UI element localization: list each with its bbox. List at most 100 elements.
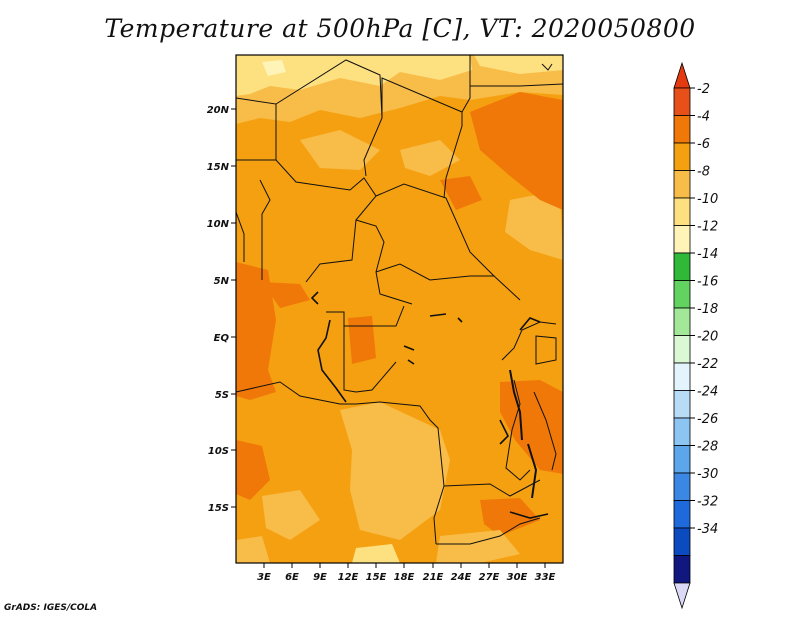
colorbar-label: -8 bbox=[697, 165, 710, 180]
lon-label: 21E bbox=[423, 572, 444, 583]
colorbar-segment bbox=[673, 252, 691, 281]
lake-tanganyika bbox=[509, 369, 523, 441]
border-line bbox=[381, 77, 463, 199]
lat-label: 10N bbox=[207, 219, 230, 230]
colorbar-segment bbox=[673, 307, 691, 336]
lake-outline bbox=[499, 419, 509, 445]
field-region bbox=[436, 530, 520, 563]
colorbar-segment bbox=[673, 197, 691, 226]
colorbar: -2 -4 -6 -8 -10 -12 -14 -16 -18 -20 -22 -24 -26 -28 -3… bbox=[673, 61, 718, 610]
field-region bbox=[470, 92, 563, 210]
colorbar-label: -16 bbox=[697, 275, 718, 290]
lat-label: 15S bbox=[208, 503, 229, 514]
lon-label: 15E bbox=[366, 572, 387, 583]
lat-label: 5N bbox=[214, 276, 230, 287]
lon-label: 18E bbox=[394, 572, 415, 583]
colorbar-label: -34 bbox=[697, 522, 718, 537]
coastline bbox=[310, 291, 319, 305]
colorbar-label: -30 bbox=[697, 467, 718, 482]
lat-label: EQ bbox=[214, 333, 230, 344]
lon-label: 9E bbox=[313, 572, 327, 583]
lake-outline bbox=[535, 335, 557, 365]
lon-label: 33E bbox=[535, 572, 556, 583]
colorbar-label: -22 bbox=[697, 357, 718, 372]
lat-axis: 20N 15N 10N 5N EQ 5S 10S 15S bbox=[207, 105, 236, 514]
colorbar-segment bbox=[673, 417, 691, 446]
colorbar-label: -26 bbox=[697, 412, 718, 427]
lat-label: 10S bbox=[208, 446, 229, 457]
map-frame bbox=[235, 54, 564, 564]
field-region bbox=[440, 176, 482, 210]
river-outline bbox=[403, 345, 415, 365]
lon-label: 27E bbox=[479, 572, 500, 583]
colorbar-segment bbox=[673, 362, 691, 391]
border-line bbox=[355, 219, 413, 305]
river-outline bbox=[429, 313, 463, 323]
colorbar-top-arrow bbox=[673, 61, 691, 89]
colorbar-segment bbox=[673, 555, 691, 584]
border-line bbox=[501, 321, 557, 361]
border-line bbox=[236, 381, 356, 405]
colorbar-segment bbox=[673, 170, 691, 199]
colorbar-label: -32 bbox=[697, 495, 718, 510]
colorbar-label: -12 bbox=[697, 220, 718, 235]
lon-label: 30E bbox=[507, 572, 528, 583]
border-line bbox=[236, 159, 377, 283]
coastline bbox=[541, 63, 553, 71]
colorbar-segment bbox=[673, 335, 691, 364]
lake-malawi bbox=[527, 443, 538, 499]
credit-text: GrADS: IGES/COLA bbox=[4, 603, 98, 613]
field-region bbox=[352, 544, 400, 563]
colorbar-label: -14 bbox=[697, 247, 718, 262]
border-line bbox=[443, 479, 541, 497]
field-region bbox=[474, 55, 563, 74]
border-line bbox=[375, 263, 521, 301]
field-region bbox=[505, 190, 563, 260]
field-region bbox=[236, 440, 270, 500]
field-region bbox=[236, 536, 270, 563]
lon-label: 3E bbox=[257, 572, 271, 583]
field-region bbox=[300, 130, 380, 170]
lon-label: 6E bbox=[285, 572, 299, 583]
colorbar-segment bbox=[673, 280, 691, 309]
field-region bbox=[262, 490, 320, 540]
colorbar-segment bbox=[673, 225, 691, 254]
colorbar-segment bbox=[673, 142, 691, 171]
coastlines bbox=[310, 291, 549, 519]
colorbar-label: -20 bbox=[697, 330, 718, 345]
field-region bbox=[480, 498, 540, 536]
colorbar-label: -6 bbox=[697, 137, 710, 152]
field-region bbox=[262, 60, 286, 76]
lake-kariba bbox=[509, 511, 549, 519]
colorbar-segment bbox=[673, 527, 691, 556]
border-line bbox=[259, 179, 271, 280]
colorbar-segment bbox=[673, 472, 691, 501]
border-line bbox=[461, 55, 471, 113]
border-line bbox=[505, 379, 531, 481]
border-line bbox=[236, 211, 245, 262]
colorbar-label: -28 bbox=[697, 440, 718, 455]
colorbar-segment bbox=[673, 390, 691, 419]
country-borders bbox=[236, 55, 563, 545]
lat-label: 5S bbox=[215, 390, 229, 401]
field-region bbox=[236, 262, 276, 400]
colorbar-label: -2 bbox=[697, 82, 710, 97]
lon-label: 12E bbox=[338, 572, 359, 583]
lat-label: 20N bbox=[207, 105, 230, 116]
lon-label: 24E bbox=[451, 572, 472, 583]
border-line bbox=[343, 326, 397, 393]
field-region bbox=[400, 140, 460, 176]
border-line bbox=[436, 517, 541, 545]
coastline bbox=[317, 319, 347, 403]
colorbar-bottom-arrow bbox=[673, 582, 691, 610]
border-line bbox=[375, 183, 495, 277]
field-region bbox=[348, 316, 376, 364]
colorbar-segment bbox=[673, 445, 691, 474]
colorbar-segment bbox=[673, 500, 691, 529]
lat-label: 15N bbox=[207, 162, 230, 173]
lon-axis: 3E 6E 9E 12E 15E 18E 21E 24E 27E 30E 33E bbox=[257, 563, 556, 583]
field-region bbox=[236, 55, 472, 96]
colorbar-label: -24 bbox=[697, 385, 718, 400]
colorbar-label: -10 bbox=[697, 192, 718, 207]
